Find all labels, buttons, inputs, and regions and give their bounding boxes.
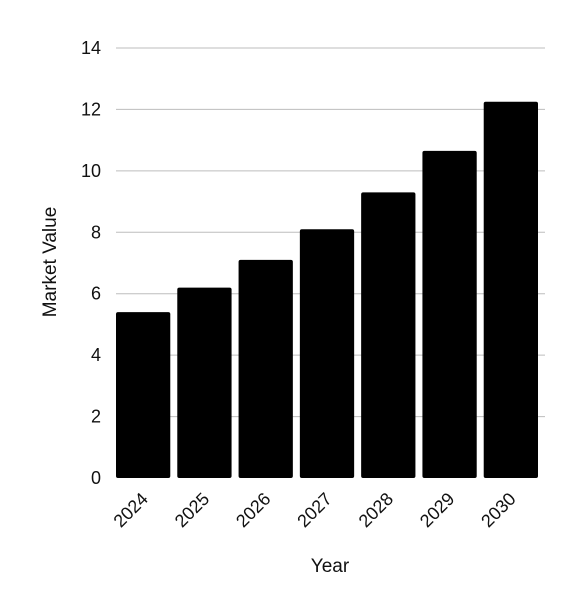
bars [116, 101, 538, 478]
bar-2027 [299, 229, 355, 478]
y-tick-label: 14 [81, 38, 101, 58]
y-tick-label: 6 [91, 284, 101, 304]
bar-2026 [238, 259, 293, 478]
x-tick-label: 2028 [355, 489, 397, 531]
y-axis-title: Market Value [40, 207, 61, 318]
y-tick-label: 2 [91, 407, 101, 427]
y-tick-label: 4 [91, 345, 101, 365]
y-axis-ticks: 0 2 4 6 8 10 12 14 [81, 38, 101, 488]
x-axis-ticks: 2024 2025 2026 2027 2028 2029 2030 [110, 489, 520, 531]
x-axis-title: Year [311, 556, 350, 577]
bar-2025 [177, 287, 232, 478]
x-tick-label: 2025 [171, 489, 213, 531]
x-tick-label: 2030 [477, 489, 519, 531]
y-tick-label: 12 [81, 99, 101, 119]
x-tick-label: 2027 [293, 489, 335, 531]
y-tick-label: 0 [91, 468, 101, 488]
bar-2030 [483, 101, 538, 478]
bar-2024 [116, 312, 171, 478]
bar-2028 [361, 192, 416, 478]
bar-2029 [422, 150, 477, 478]
y-tick-label: 10 [81, 161, 101, 181]
x-tick-label: 2024 [110, 489, 152, 531]
x-tick-label: 2029 [416, 489, 458, 531]
x-tick-label: 2026 [232, 489, 274, 531]
y-tick-label: 8 [91, 222, 101, 242]
